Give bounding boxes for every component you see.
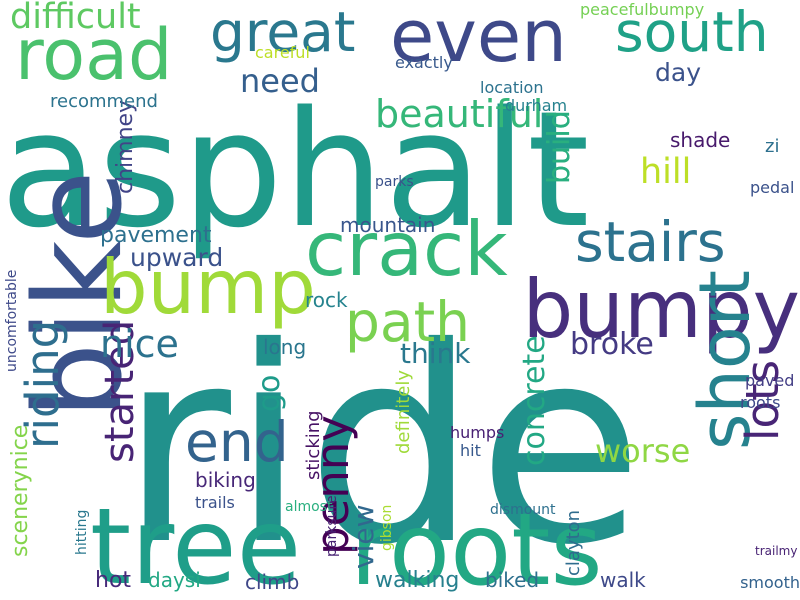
cloud-word: nice bbox=[100, 322, 179, 366]
cloud-word: day bbox=[655, 58, 701, 87]
cloud-word: difficult bbox=[10, 0, 141, 37]
cloud-word: shade bbox=[670, 128, 731, 152]
cloud-word: hill bbox=[640, 152, 692, 192]
cloud-word: pavement bbox=[100, 223, 212, 248]
cloud-word: roots bbox=[350, 491, 603, 600]
cloud-word: clayton bbox=[563, 509, 584, 577]
cloud-word: road bbox=[15, 14, 173, 96]
cloud-word: tree bbox=[90, 486, 302, 600]
cloud-word: zi bbox=[765, 136, 780, 157]
cloud-word: smooth bbox=[740, 573, 800, 592]
cloud-word: even bbox=[390, 0, 567, 78]
cloud-word: durham bbox=[505, 96, 568, 115]
cloud-word: trailmy bbox=[755, 544, 798, 558]
cloud-word: parks bbox=[375, 174, 414, 190]
cloud-word: roots bbox=[740, 393, 781, 412]
cloud-word: need bbox=[240, 62, 320, 100]
cloud-word: beautiful bbox=[375, 92, 544, 136]
cloud-word: recommend bbox=[50, 91, 158, 112]
cloud-word: great bbox=[210, 0, 356, 64]
cloud-word: worse bbox=[595, 432, 691, 470]
cloud-word: mountain bbox=[340, 213, 436, 237]
cloud-word: dismount bbox=[490, 502, 556, 518]
cloud-word: asphalt bbox=[0, 76, 590, 263]
cloud-word: south bbox=[615, 0, 769, 64]
cloud-word: hot bbox=[95, 568, 132, 593]
cloud-word: peacefulbumpy bbox=[580, 0, 705, 19]
cloud-word: gibson bbox=[379, 504, 395, 552]
cloud-word: pedal bbox=[750, 178, 795, 197]
cloud-word: ride bbox=[120, 289, 644, 600]
cloud-word: stairs bbox=[575, 210, 726, 274]
cloud-word: concrete bbox=[517, 334, 552, 466]
cloud-word: almost bbox=[285, 499, 333, 515]
cloud-word: humps bbox=[450, 423, 505, 442]
cloud-word: end bbox=[185, 410, 289, 474]
cloud-word: think bbox=[400, 337, 471, 370]
cloud-word: bump bbox=[100, 243, 316, 331]
cloud-word: crack bbox=[305, 205, 508, 293]
cloud-word: hitting bbox=[74, 510, 90, 556]
cloud-word: long bbox=[263, 335, 307, 359]
cloud-word: chimney bbox=[113, 99, 138, 195]
cloud-word: walk bbox=[600, 568, 646, 592]
cloud-word: climb bbox=[245, 570, 300, 594]
cloud-word: path bbox=[345, 290, 471, 354]
cloud-word: paved bbox=[745, 371, 795, 390]
cloud-word: bumpy bbox=[522, 263, 800, 356]
cloud-word: definitely bbox=[393, 369, 414, 455]
cloud-word: rock bbox=[305, 288, 348, 312]
cloud-word: careful bbox=[255, 43, 310, 62]
cloud-word: go bbox=[252, 374, 287, 413]
cloud-word: broke bbox=[570, 327, 654, 362]
cloud-word: sticking bbox=[303, 409, 324, 480]
cloud-word: walking bbox=[375, 568, 460, 593]
cloud-word: view bbox=[347, 504, 380, 570]
cloud-word: trails bbox=[195, 493, 235, 512]
cloud-word: biking bbox=[195, 468, 256, 492]
cloud-word: build bbox=[542, 109, 577, 184]
cloud-word: biked bbox=[485, 568, 540, 592]
cloud-word: daysi bbox=[148, 568, 201, 592]
cloud-word: hit bbox=[460, 441, 481, 460]
cloud-word: exactly bbox=[395, 53, 453, 72]
cloud-word: uncomfortable bbox=[4, 269, 20, 373]
cloud-word: location bbox=[480, 78, 544, 97]
cloud-word: scenerynice bbox=[8, 424, 33, 558]
cloud-word: upward bbox=[130, 243, 224, 272]
